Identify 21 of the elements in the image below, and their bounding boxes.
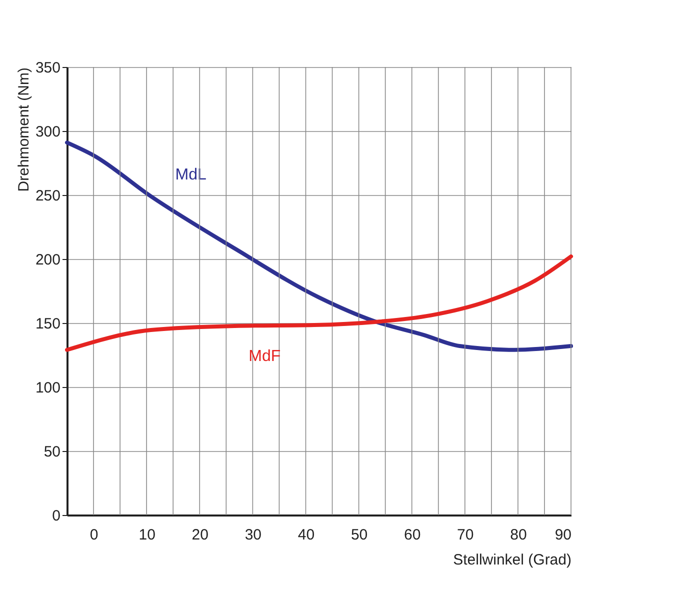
series-label: MdF xyxy=(248,348,281,365)
y-tick-label: 100 xyxy=(35,380,60,396)
y-tick-label: 150 xyxy=(35,316,60,332)
y-tick-label: 0 xyxy=(52,508,60,524)
y-tick-label: 200 xyxy=(35,252,60,268)
x-tick-label: 10 xyxy=(138,526,156,544)
y-tick-label: 250 xyxy=(35,188,60,204)
x-tick-label: 80 xyxy=(510,526,527,544)
x-tick-label: 40 xyxy=(298,526,315,544)
x-axis-title: Stellwinkel (Grad) xyxy=(453,552,572,568)
x-tick-label: 20 xyxy=(192,526,208,544)
y-tick-label: 300 xyxy=(35,124,60,140)
y-tick-label: 50 xyxy=(44,444,60,460)
y-tick-label: 350 xyxy=(35,60,60,76)
x-tick-label: 50 xyxy=(350,526,368,544)
x-tick-label: 30 xyxy=(244,526,262,544)
x-tick-label: 70 xyxy=(457,526,474,544)
x-tick-label: 90 xyxy=(554,526,572,544)
x-tick-label: 60 xyxy=(404,526,421,544)
x-tick-label: 0 xyxy=(90,526,98,544)
y-axis-title: Drehmoment (Nm) xyxy=(15,68,32,192)
